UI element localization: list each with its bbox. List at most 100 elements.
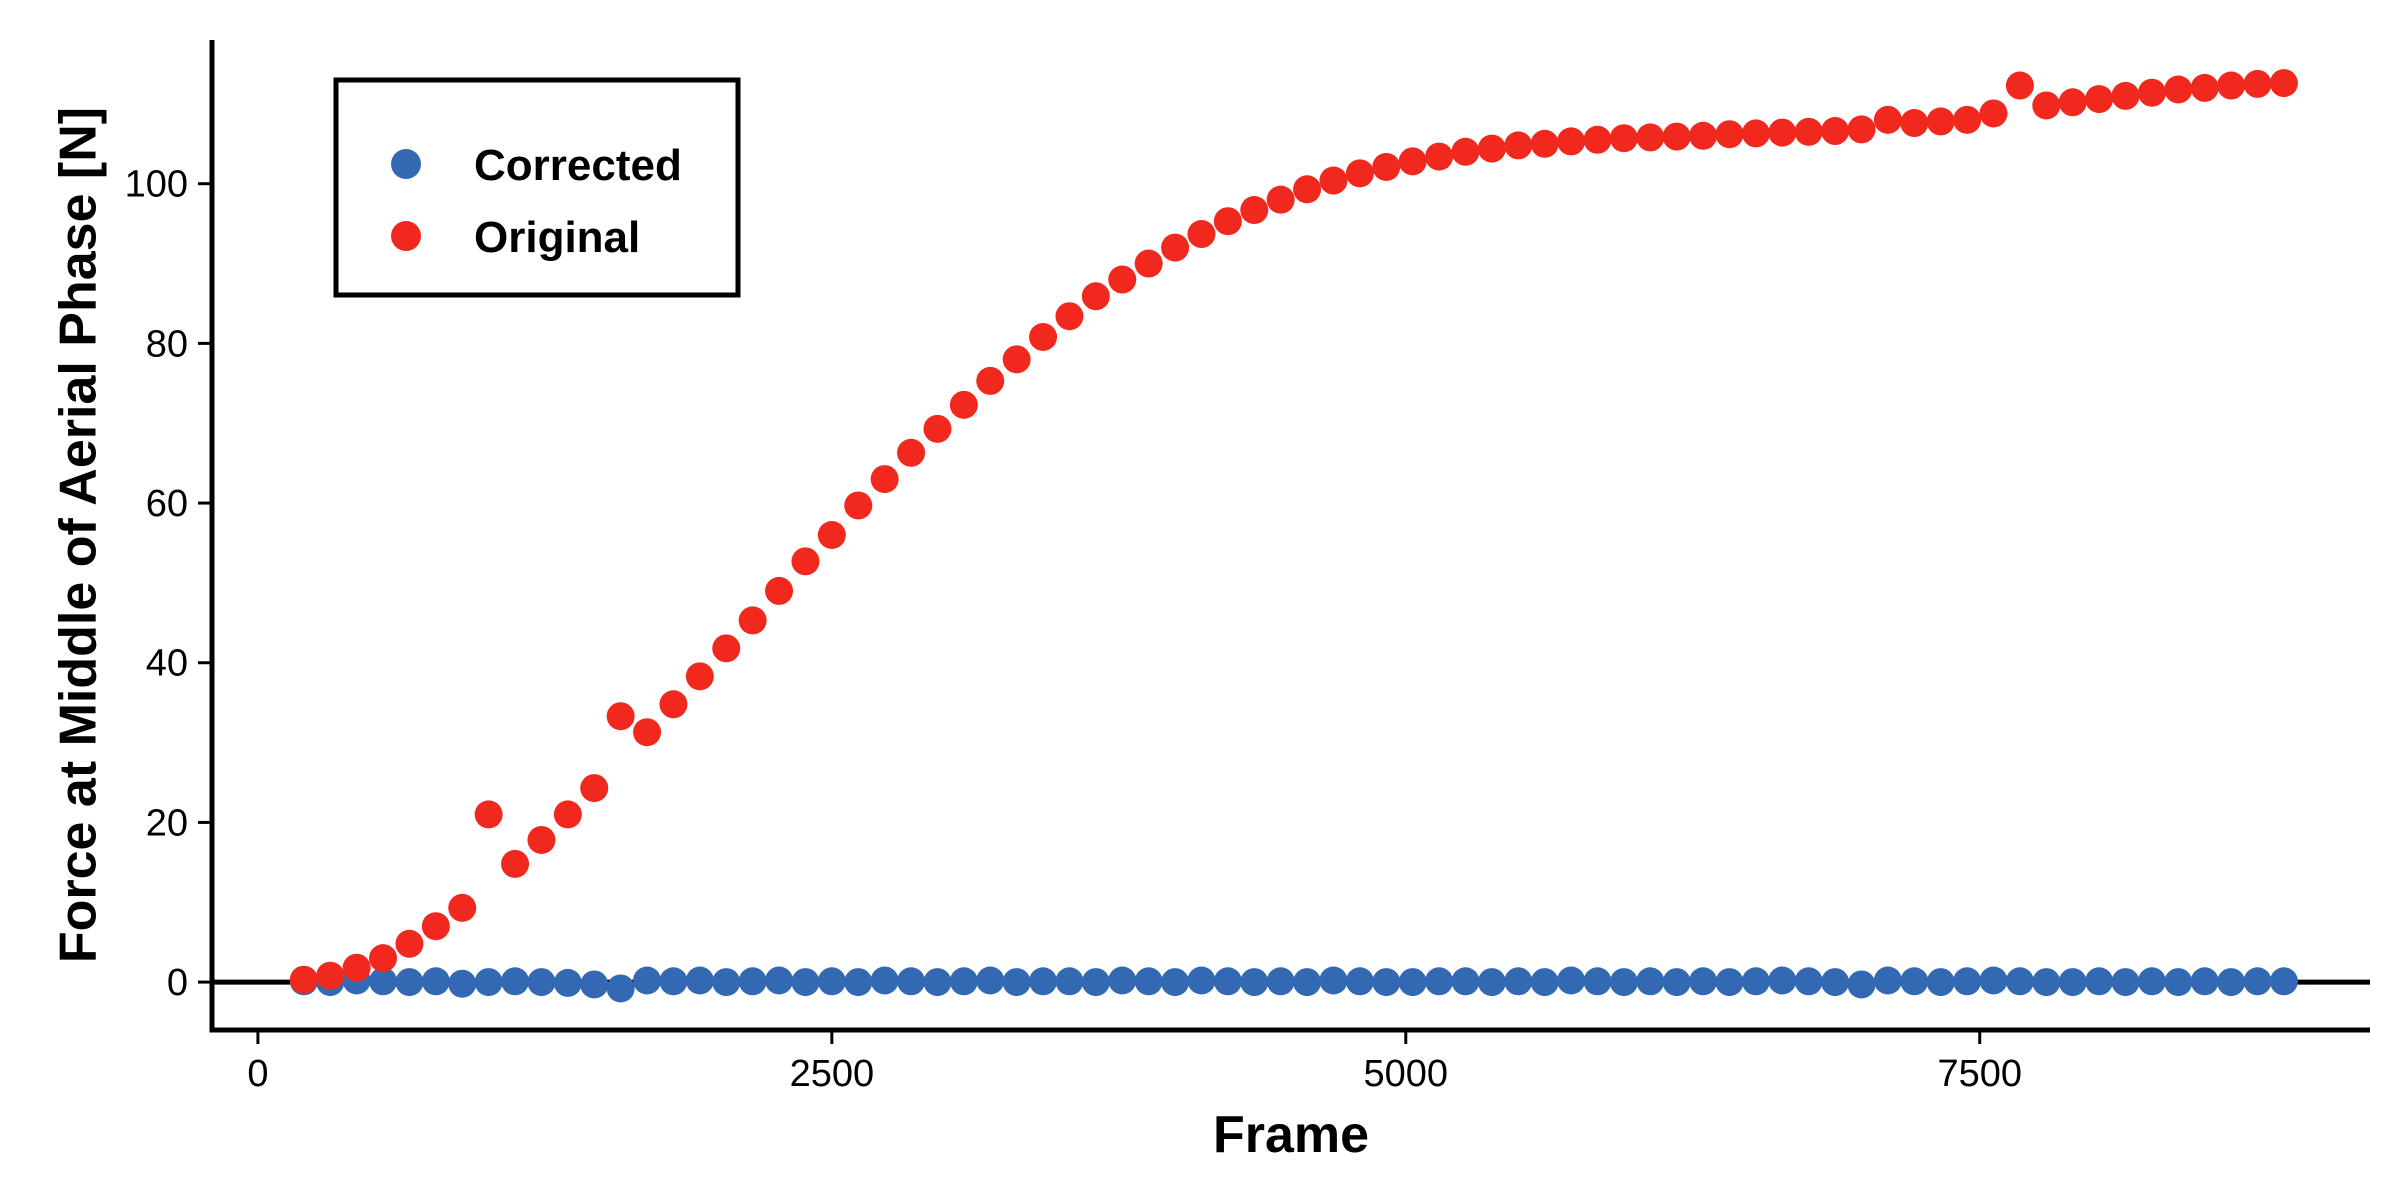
- original-point: [1213, 207, 1242, 236]
- original-point: [1504, 131, 1533, 160]
- original-point: [1081, 282, 1110, 311]
- corrected-point: [1768, 966, 1797, 995]
- original-point: [369, 944, 398, 973]
- original-point: [1900, 109, 1929, 138]
- corrected-point: [421, 967, 450, 996]
- original-point: [633, 718, 662, 747]
- original-point: [2243, 69, 2272, 98]
- original-point: [1847, 115, 1876, 144]
- x-tick-label: 5000: [1364, 1053, 1449, 1095]
- x-tick-label: 0: [247, 1053, 268, 1095]
- original-point: [1055, 302, 1084, 331]
- original-point: [2005, 71, 2034, 100]
- original-point: [1926, 107, 1955, 136]
- corrected-point: [1557, 966, 1586, 995]
- original-point: [976, 366, 1005, 395]
- y-tick-label: 60: [146, 483, 188, 525]
- corrected-point: [1240, 968, 1269, 997]
- corrected-point: [501, 967, 530, 996]
- original-point: [949, 390, 978, 419]
- corrected-point: [2190, 967, 2219, 996]
- original-point: [2137, 78, 2166, 107]
- corrected-point: [2137, 967, 2166, 996]
- original-point: [289, 965, 318, 994]
- original-point: [1979, 99, 2008, 128]
- original-point: [501, 849, 530, 878]
- corrected-point: [844, 968, 873, 997]
- corrected-point: [1689, 967, 1718, 996]
- original-point: [1187, 220, 1216, 249]
- original-point: [1134, 249, 1163, 278]
- corrected-point: [2243, 967, 2272, 996]
- corrected-point: [949, 967, 978, 996]
- original-point: [474, 800, 503, 829]
- corrected-point: [1477, 968, 1506, 997]
- corrected-point: [1319, 966, 1348, 995]
- corrected-point: [1266, 967, 1295, 996]
- y-tick-label: 20: [146, 802, 188, 844]
- original-point: [395, 929, 424, 958]
- corrected-point: [580, 970, 609, 999]
- original-point: [580, 774, 609, 803]
- corrected-point: [817, 967, 846, 996]
- original-point: [817, 521, 846, 549]
- legend: Corrected Original: [333, 77, 741, 298]
- original-point: [1557, 127, 1586, 156]
- corrected-point: [1821, 968, 1850, 997]
- original-legend-label: Original: [474, 213, 640, 262]
- original-point: [2190, 73, 2219, 102]
- corrected-point: [1134, 967, 1163, 996]
- corrected-point: [1213, 967, 1242, 996]
- corrected-point: [527, 968, 556, 997]
- corrected-point: [1425, 967, 1454, 996]
- original-point: [1715, 120, 1744, 149]
- original-point: [606, 702, 635, 731]
- corrected-point: [1504, 967, 1533, 996]
- corrected-point: [1372, 968, 1401, 997]
- y-tick-label: 40: [146, 643, 188, 685]
- original-point: [659, 690, 688, 719]
- original-point: [1345, 159, 1374, 188]
- corrected-point: [1953, 967, 1982, 996]
- original-point: [1953, 105, 1982, 134]
- original-point: [553, 800, 582, 829]
- corrected-point: [738, 967, 767, 996]
- corrected-point: [2111, 968, 2140, 997]
- corrected-point: [2032, 968, 2061, 997]
- original-point: [1873, 105, 1902, 134]
- corrected-point: [1108, 966, 1137, 995]
- corrected-point: [1636, 967, 1665, 996]
- legend-box: [333, 77, 741, 298]
- original-point: [1768, 118, 1797, 147]
- original-point: [1662, 122, 1691, 151]
- corrected-point: [897, 967, 926, 996]
- corrected-point: [1002, 968, 1031, 997]
- axes: 0 2500 5000 7500 0 20 40 60 80 100: [125, 40, 2370, 1095]
- original-point: [2217, 71, 2246, 100]
- original-point: [1636, 123, 1665, 152]
- x-axis-title: Frame: [1213, 1106, 1369, 1164]
- original-point: [2085, 85, 2114, 114]
- original-point: [1240, 196, 1269, 225]
- corrected-point: [1187, 966, 1216, 995]
- original-point: [1451, 137, 1480, 166]
- original-point: [1293, 175, 1322, 204]
- original-point: [1794, 117, 1823, 146]
- corrected-point: [1847, 970, 1876, 999]
- corrected-point: [685, 966, 714, 995]
- original-point: [1583, 125, 1612, 154]
- corrected-point: [2269, 967, 2298, 996]
- corrected-point: [976, 966, 1005, 995]
- corrected-point: [1345, 967, 1374, 996]
- original-point: [685, 662, 714, 691]
- corrected-point: [448, 969, 477, 998]
- corrected-point: [1530, 968, 1559, 997]
- original-point: [2111, 81, 2140, 110]
- original-point: [2164, 75, 2193, 104]
- corrected-point: [2085, 967, 2114, 996]
- original-point: [791, 547, 820, 576]
- corrected-point: [2058, 968, 2087, 997]
- original-point: [1161, 233, 1190, 262]
- original-point: [1398, 147, 1427, 176]
- corrected-point: [474, 968, 503, 997]
